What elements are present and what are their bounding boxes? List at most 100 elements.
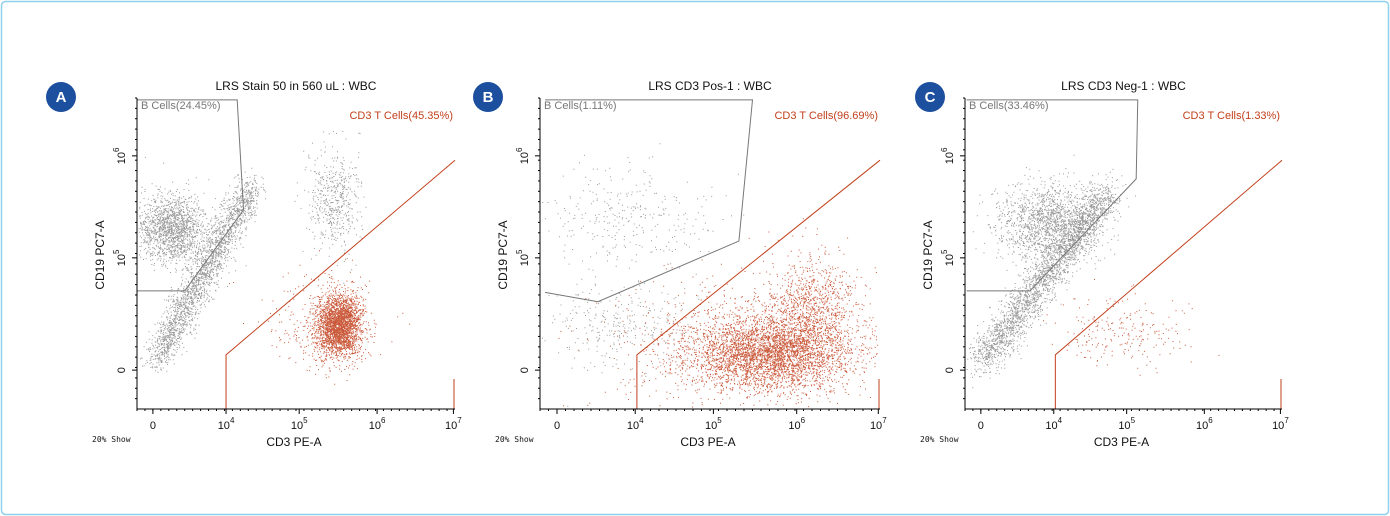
b-cell-gate-label: B Cells(1.11%) [544,100,617,112]
tick-base: 10 [627,420,639,432]
x-tick-label: 105 [291,416,308,432]
tick-base: 10 [116,152,128,164]
tick-exponent: 5 [940,249,949,254]
y-tick-label: 0 [116,367,128,373]
y-tick-label: 0 [944,367,956,373]
y-tick-label: 106 [112,147,128,164]
panel-letter: B [483,89,494,106]
tick-base: 10 [1196,420,1208,432]
b-cell-gate [545,99,754,303]
y-axis-label: CD19 PC7-A [921,220,935,289]
tick-exponent: 6 [112,147,121,152]
tick-exponent: 5 [1131,416,1136,425]
tick-exponent: 5 [515,249,524,254]
x-tick-label: 104 [1045,416,1062,432]
tick-base: 10 [1045,420,1057,432]
panel-title: LRS Stain 50 in 560 uL : WBC [216,79,377,93]
x-axis-label: CD3 PE-A [680,435,735,449]
y-tick-label: 105 [112,249,128,266]
y-tick-label: 106 [940,147,956,164]
y-axis-label: CD19 PC7-A [496,220,510,289]
panel-badge [46,82,76,112]
panel: B Cells(1.11%)CD3 T Cells(96.69%)0 104 105… [473,79,887,449]
x-axis-label: CD3 PE-A [266,435,321,449]
dot-cloud [966,168,1136,389]
show-label: 20% Show [920,435,959,444]
tick-base: 10 [944,254,956,266]
x-tick-label: 104 [627,416,644,432]
tick-exponent: 4 [1058,416,1063,425]
tick-exponent: 7 [457,416,462,425]
dot-cloud [138,156,229,289]
tick-base: 10 [1118,420,1130,432]
cd3-gate-label: CD3 T Cells(96.69%) [774,110,878,122]
cd3-gate [225,159,456,409]
y-tick-label: 105 [515,249,531,266]
tick-base: 10 [116,254,128,266]
tick-exponent: 5 [303,416,308,425]
x-tick-label: 106 [788,416,805,432]
x-tick-label: 107 [870,416,887,432]
tick-exponent: 5 [112,249,121,254]
y-tick-label: 0 [519,367,531,373]
tick-exponent: 6 [515,147,524,152]
dot-cloud [139,167,266,373]
tick-exponent: 7 [882,416,887,425]
dot-cloud [302,270,377,385]
x-tick-label: 105 [705,416,722,432]
x-tick-label: 106 [369,416,386,432]
b-cell-gate-label: B Cells(24.45%) [141,100,220,112]
x-axis-label: CD3 PE-A [1094,435,1149,449]
b-cell-gate [966,99,1139,292]
x-tick-label: 0 [978,420,984,432]
x-tick-label: 0 [150,420,156,432]
panel-title: LRS CD3 Neg-1 : WBC [1061,79,1186,93]
panel-letter: C [925,89,936,106]
show-label: 20% Show [92,435,131,444]
y-axis-label: CD19 PC7-A [93,220,107,289]
tick-exponent: 6 [381,416,386,425]
tick-base: 10 [369,420,381,432]
panel-letter: A [56,89,67,106]
cd3-gate-label: CD3 T Cells(1.33%) [1183,110,1280,122]
tick-exponent: 5 [717,416,722,425]
x-tick-label: 107 [1272,416,1289,432]
b-cell-gate-label: B Cells(33.46%) [969,100,1048,112]
tick-base: 10 [519,254,531,266]
tick-exponent: 6 [940,147,949,152]
tick-base: 10 [291,420,303,432]
cd3-gate [1054,159,1283,409]
tick-exponent: 4 [230,416,235,425]
cd3-gate-label: CD3 T Cells(45.35%) [349,110,453,122]
tick-exponent: 7 [1284,416,1289,425]
y-tick-label: 105 [940,249,956,266]
tick-exponent: 4 [639,416,644,425]
tick-base: 10 [1272,420,1284,432]
tick-base: 10 [705,420,717,432]
tick-base: 10 [519,152,531,164]
tick-base: 10 [445,420,457,432]
y-tick-label: 106 [515,147,531,164]
dot-cloud [622,278,879,408]
x-tick-label: 105 [1118,416,1135,432]
panel: B Cells(33.46%)CD3 T Cells(1.33%)0 104 105… [915,79,1289,449]
x-tick-label: 106 [1196,416,1213,432]
tick-base: 10 [218,420,230,432]
panel-badge [473,82,503,112]
x-tick-label: 107 [445,416,462,432]
show-label: 20% Show [495,435,534,444]
tick-base: 10 [944,152,956,164]
panel-title: LRS CD3 Pos-1 : WBC [648,79,772,93]
panel-badge [915,82,945,112]
cd3-gate [636,159,881,409]
b-cell-gate [137,99,245,292]
tick-exponent: 6 [801,416,806,425]
tick-base: 10 [788,420,800,432]
x-tick-label: 0 [554,420,560,432]
tick-base: 10 [870,420,882,432]
panel: B Cells(24.45%)CD3 T Cells(45.35%)0 104 10… [46,79,462,449]
x-tick-label: 104 [218,416,235,432]
tick-exponent: 6 [1208,416,1213,425]
